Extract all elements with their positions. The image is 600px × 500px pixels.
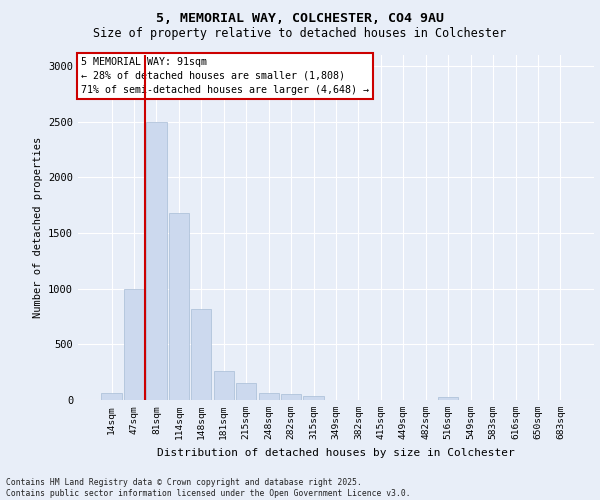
X-axis label: Distribution of detached houses by size in Colchester: Distribution of detached houses by size … <box>157 448 515 458</box>
Y-axis label: Number of detached properties: Number of detached properties <box>32 137 43 318</box>
Bar <box>101 394 122 400</box>
Bar <box>281 394 301 400</box>
Text: Contains HM Land Registry data © Crown copyright and database right 2025.
Contai: Contains HM Land Registry data © Crown c… <box>6 478 410 498</box>
Bar <box>169 213 189 400</box>
Bar <box>438 396 458 400</box>
Text: 5, MEMORIAL WAY, COLCHESTER, CO4 9AU: 5, MEMORIAL WAY, COLCHESTER, CO4 9AU <box>156 12 444 26</box>
Bar <box>146 122 167 400</box>
Bar <box>214 370 234 400</box>
Bar <box>124 288 144 400</box>
Bar <box>191 308 211 400</box>
Text: 5 MEMORIAL WAY: 91sqm
← 28% of detached houses are smaller (1,808)
71% of semi-d: 5 MEMORIAL WAY: 91sqm ← 28% of detached … <box>80 56 368 94</box>
Bar <box>236 383 256 400</box>
Bar <box>259 393 279 400</box>
Bar <box>304 396 323 400</box>
Text: Size of property relative to detached houses in Colchester: Size of property relative to detached ho… <box>94 28 506 40</box>
